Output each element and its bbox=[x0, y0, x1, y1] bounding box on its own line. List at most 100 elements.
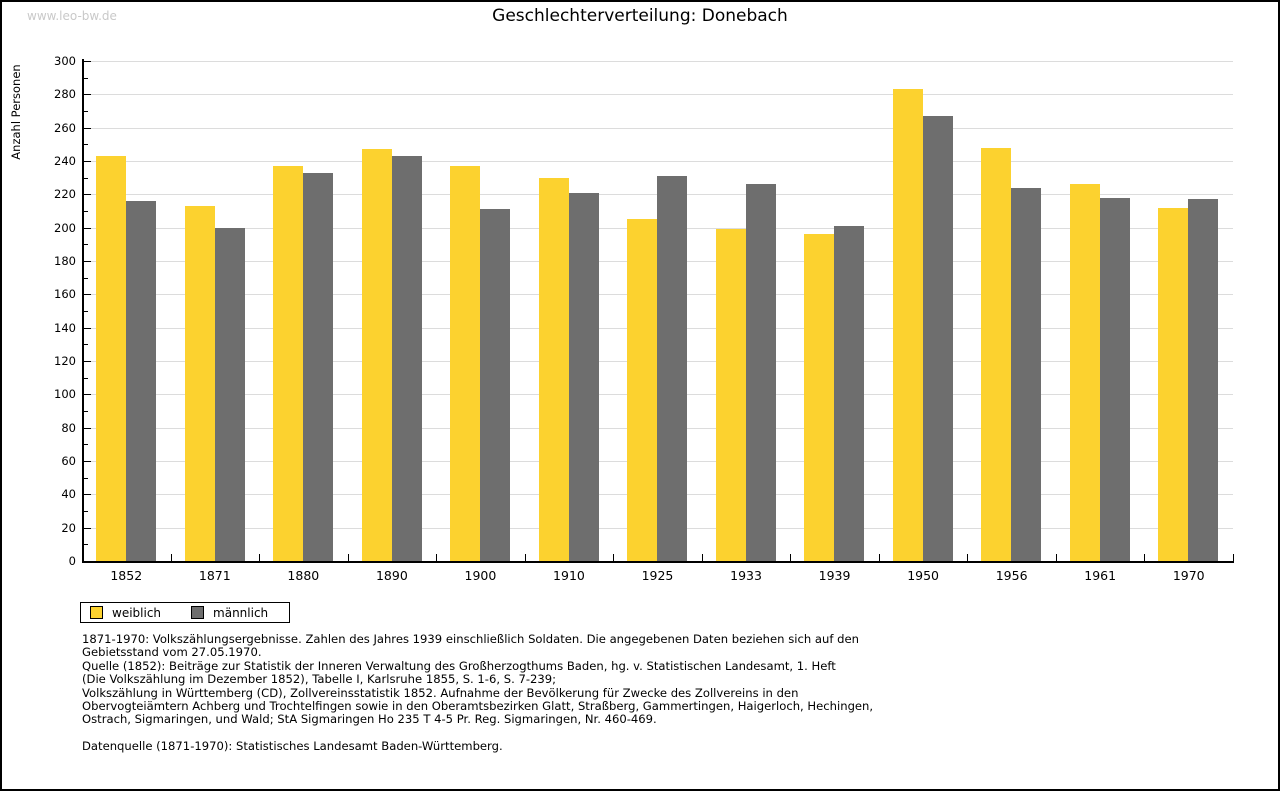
bar-weiblich-1950 bbox=[892, 89, 923, 561]
watermark: www.leo-bw.de bbox=[27, 9, 117, 23]
y-axis-tick-major bbox=[84, 394, 91, 396]
bar-weiblich-1852 bbox=[96, 156, 126, 561]
y-axis-tick-major bbox=[84, 261, 91, 262]
footer-line bbox=[82, 727, 1192, 740]
x-axis-tick bbox=[613, 554, 615, 561]
x-axis-tick bbox=[1055, 554, 1057, 561]
y-axis-tick-major bbox=[84, 427, 91, 429]
x-axis-category-label: 1871 bbox=[198, 568, 231, 583]
bar-weiblich-1939 bbox=[804, 234, 835, 561]
y-axis-tick-major bbox=[84, 361, 91, 362]
y-axis-tick-major bbox=[84, 161, 91, 162]
x-axis-tick bbox=[967, 554, 969, 561]
legend-swatch-maennlich bbox=[191, 606, 205, 619]
y-axis-tick-label: 240 bbox=[54, 154, 76, 168]
y-axis-tick-major bbox=[84, 227, 91, 229]
legend-label-maennlich: männlich bbox=[213, 605, 269, 620]
x-axis-category-label: 1933 bbox=[730, 568, 762, 583]
legend-label-weiblich: weiblich bbox=[112, 605, 162, 620]
chart-title: Geschlechterverteilung: Donebach bbox=[492, 6, 788, 26]
y-axis-tick-major bbox=[84, 294, 91, 296]
footer-line: Ostrach, Sigmaringen, und Wald; StA Sigm… bbox=[82, 712, 657, 727]
x-axis-category-label: 1910 bbox=[553, 568, 585, 583]
bar-männlich-1961 bbox=[1099, 197, 1130, 561]
bar-weiblich-1925 bbox=[627, 219, 658, 561]
x-axis-category-label: 1852 bbox=[110, 568, 143, 583]
x-axis-tick bbox=[701, 554, 703, 561]
y-axis-tick-label: 0 bbox=[68, 554, 76, 568]
y-axis-tick-minor bbox=[84, 477, 88, 479]
y-axis-tick-label: 300 bbox=[54, 54, 76, 68]
x-axis-tick bbox=[524, 554, 526, 561]
x-axis-line bbox=[82, 561, 1234, 563]
y-axis-tick-label: 200 bbox=[54, 220, 76, 235]
bar-männlich-1852 bbox=[126, 201, 156, 561]
y-axis-tick-label: 20 bbox=[61, 520, 76, 535]
y-axis-tick-minor bbox=[84, 411, 88, 412]
x-axis-tick bbox=[1144, 554, 1146, 561]
bar-weiblich-1970 bbox=[1158, 207, 1189, 561]
y-axis-tick-label: 60 bbox=[61, 454, 76, 468]
x-axis-category-label: 1925 bbox=[641, 568, 674, 583]
x-axis-tick bbox=[790, 554, 792, 561]
bar-männlich-1880 bbox=[303, 172, 334, 561]
x-axis-category-label: 1939 bbox=[818, 568, 851, 583]
y-axis-tick-minor bbox=[84, 311, 88, 312]
x-axis-tick bbox=[347, 554, 349, 561]
gridline-260 bbox=[82, 127, 1233, 129]
y-axis-tick-label: 140 bbox=[54, 320, 76, 335]
y-axis-tick-major bbox=[84, 494, 91, 496]
bar-männlich-1950 bbox=[922, 116, 953, 561]
footer-line: Gebietsstand vom 27.05.1970. bbox=[82, 645, 262, 660]
y-axis-tick-minor bbox=[84, 144, 88, 146]
y-axis-tick-minor bbox=[84, 344, 88, 346]
x-axis-category-label: 1880 bbox=[287, 568, 320, 583]
bar-weiblich-1900 bbox=[450, 166, 481, 561]
bar-weiblich-1956 bbox=[981, 147, 1012, 561]
bar-männlich-1933 bbox=[745, 184, 776, 561]
y-axis-tick-minor bbox=[84, 77, 88, 79]
footer-line: Obervogteiämtern Achberg und Trochtelfin… bbox=[82, 699, 874, 714]
y-axis-tick-label: 280 bbox=[54, 87, 76, 102]
y-axis-tick-major bbox=[84, 194, 91, 196]
footer-line: Quelle (1852): Beiträge zur Statistik de… bbox=[82, 658, 836, 673]
y-axis-tick-label: 260 bbox=[54, 120, 76, 135]
y-axis-tick-major bbox=[84, 127, 91, 129]
bar-männlich-1871 bbox=[214, 227, 245, 561]
gridline-240 bbox=[82, 161, 1233, 162]
x-axis-tick bbox=[170, 554, 172, 561]
legend: weiblich männlich bbox=[80, 602, 290, 623]
y-axis-tick-minor bbox=[84, 277, 88, 279]
bar-weiblich-1961 bbox=[1069, 184, 1100, 561]
y-axis-tick-minor bbox=[84, 444, 88, 446]
y-axis-tick-minor bbox=[84, 244, 88, 246]
y-axis-tick-major bbox=[84, 94, 91, 96]
y-axis-tick-minor bbox=[84, 111, 88, 112]
x-axis-tick bbox=[259, 554, 261, 561]
bar-männlich-1910 bbox=[568, 192, 599, 561]
gridline-280 bbox=[82, 94, 1233, 96]
y-axis-tick-minor bbox=[84, 377, 88, 379]
y-axis-tick-major bbox=[84, 461, 91, 462]
bar-weiblich-1880 bbox=[273, 166, 304, 561]
y-axis-tick-major bbox=[84, 527, 91, 529]
gridline-300 bbox=[82, 61, 1233, 62]
x-axis-category-label: 1890 bbox=[375, 568, 408, 583]
y-axis-tick-label: 40 bbox=[61, 487, 76, 502]
footer-line: Volkszählung in Württemberg (CD), Zollve… bbox=[82, 685, 799, 700]
x-axis-tick bbox=[878, 554, 880, 561]
y-axis-tick-label: 80 bbox=[61, 420, 76, 435]
y-axis-tick-minor bbox=[84, 177, 88, 179]
x-axis-category-label: 1956 bbox=[995, 568, 1028, 583]
bar-männlich-1925 bbox=[657, 176, 688, 561]
y-axis-tick-label: 220 bbox=[54, 187, 76, 202]
bar-weiblich-1890 bbox=[361, 149, 392, 561]
x-axis-tick bbox=[1233, 554, 1234, 561]
y-axis-tick-label: 160 bbox=[54, 287, 76, 302]
bar-männlich-1956 bbox=[1011, 187, 1042, 561]
y-axis-tick-minor bbox=[84, 544, 88, 546]
bar-weiblich-1871 bbox=[184, 206, 215, 561]
x-axis-category-label: 1900 bbox=[464, 568, 497, 583]
